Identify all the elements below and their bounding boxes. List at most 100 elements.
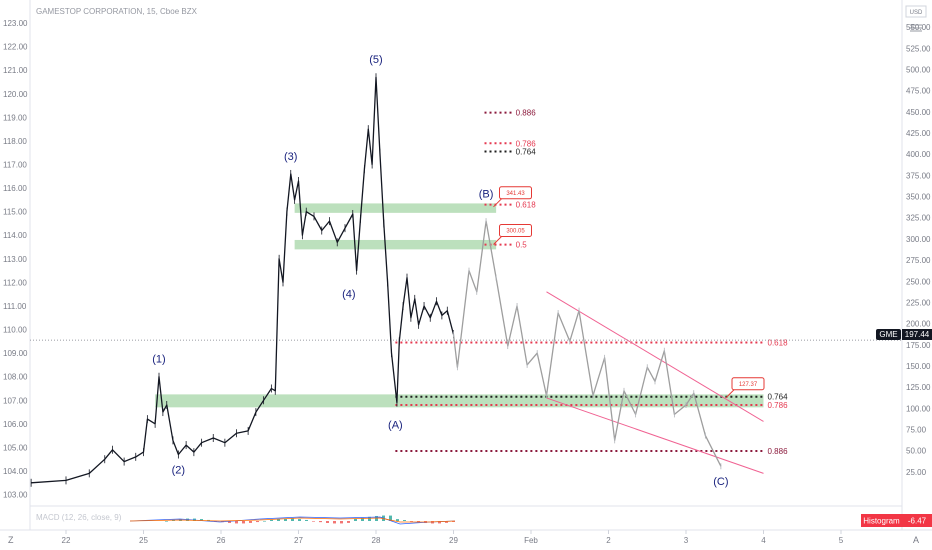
right-tick-label-15: 175.00 bbox=[906, 341, 931, 350]
left-tick-label-2: 121.00 bbox=[3, 66, 28, 75]
right-tick-label-18: 100.00 bbox=[906, 404, 931, 413]
callout-text-1: 300.05 bbox=[506, 229, 525, 235]
fib-label-3: 0.618 bbox=[516, 201, 537, 210]
left-tick-label-6: 117.00 bbox=[3, 161, 27, 170]
channel-line-0 bbox=[546, 291, 764, 422]
callout-box-1 bbox=[499, 224, 532, 238]
currency-label: USD bbox=[910, 10, 923, 16]
left-tick-label-20: 103.00 bbox=[3, 491, 28, 500]
x-tick-label-8: 3 bbox=[684, 536, 689, 545]
macd-bar-5 bbox=[200, 519, 203, 521]
macd-bar-41 bbox=[452, 521, 455, 522]
macd-bar-18 bbox=[291, 518, 294, 521]
x-tick-label-4: 28 bbox=[372, 536, 381, 545]
fib-label-2: 0.764 bbox=[516, 148, 537, 157]
time-axis[interactable]: 22 25 26 27 28 29 Feb 2 3 4 5 bbox=[62, 530, 844, 545]
x-tick-label-0: 22 bbox=[62, 536, 71, 545]
right-tick-label-4: 450.00 bbox=[906, 108, 931, 117]
left-tick-label-15: 108.00 bbox=[3, 373, 28, 382]
macd-bar-10 bbox=[235, 521, 238, 524]
right-tick-label-17: 125.00 bbox=[906, 383, 931, 392]
zoom-icon[interactable]: Z bbox=[8, 535, 14, 545]
left-price-axis[interactable]: 123.00 122.00 121.00 120.00 119.00 118.00 117.… bbox=[3, 19, 28, 499]
macd-bar-20 bbox=[305, 519, 308, 521]
symbol-pill bbox=[876, 329, 901, 340]
elliott-wave-labels: (1) (2) (3) (4) (5) (A) (B) (C) bbox=[152, 54, 728, 488]
fib-label-8: 0.886 bbox=[768, 447, 789, 456]
x-tick-label-6: Feb bbox=[524, 536, 538, 545]
x-tick-label-10: 5 bbox=[839, 536, 844, 545]
chart-title: GAMESTOP CORPORATION, 15, Cboe BZX bbox=[36, 7, 198, 16]
wave-label-1: (2) bbox=[172, 464, 185, 476]
price-callouts: 341.43 300.05 127.37 bbox=[493, 186, 765, 399]
histogram-badge bbox=[861, 514, 902, 527]
macd-title: MACD (12, 26, close, 9) bbox=[36, 513, 122, 522]
macd-bar-25 bbox=[340, 521, 343, 524]
macd-bar-22 bbox=[319, 521, 322, 523]
projection-series bbox=[452, 218, 722, 470]
right-tick-label-11: 275.00 bbox=[906, 256, 931, 265]
macd-bar-12 bbox=[249, 521, 252, 523]
right-tick-label-21: 25.00 bbox=[906, 468, 927, 477]
left-tick-label-19: 104.00 bbox=[3, 467, 28, 476]
left-tick-label-9: 114.00 bbox=[3, 231, 27, 240]
macd-bar-30 bbox=[375, 515, 378, 521]
callout-box-2 bbox=[731, 377, 765, 391]
macd-bar-39 bbox=[438, 521, 441, 524]
right-tick-label-19: 75.00 bbox=[906, 425, 927, 434]
wave-label-7: (C) bbox=[713, 476, 728, 488]
callout-pointer-1 bbox=[493, 236, 502, 245]
right-tick-label-9: 325.00 bbox=[906, 214, 931, 223]
symbol-pill-text: GME bbox=[879, 330, 897, 339]
macd-bar-13 bbox=[256, 521, 259, 523]
macd-bar-34 bbox=[403, 520, 406, 521]
callout-text-0: 341.43 bbox=[506, 191, 525, 197]
fibonacci-levels: 0.8860.7860.7640.6180.50.6180.7640.7860.… bbox=[395, 109, 788, 456]
right-tick-label-3: 475.00 bbox=[906, 87, 931, 96]
callout-pointer-0 bbox=[493, 198, 502, 208]
currency-box[interactable] bbox=[905, 5, 927, 18]
macd-bar-19 bbox=[298, 519, 301, 521]
x-tick-label-9: 4 bbox=[761, 536, 766, 545]
right-tick-label-7: 375.00 bbox=[906, 171, 931, 180]
x-tick-label-1: 25 bbox=[139, 536, 148, 545]
macd-bar-23 bbox=[326, 521, 329, 523]
right-tick-label-5: 425.00 bbox=[906, 129, 931, 138]
auto-scale-icon[interactable]: A bbox=[913, 535, 919, 545]
last-price-text: 197.44 bbox=[905, 330, 930, 339]
left-tick-label-1: 122.00 bbox=[3, 43, 28, 52]
left-tick-label-4: 119.00 bbox=[3, 113, 27, 122]
right-tick-label-14: 200.00 bbox=[906, 320, 931, 329]
right-tick-label-6: 400.00 bbox=[906, 150, 931, 159]
fib-label-1: 0.786 bbox=[516, 139, 537, 148]
fib-label-7: 0.786 bbox=[768, 401, 789, 410]
support-zone-2 bbox=[294, 239, 497, 250]
left-tick-label-10: 113.00 bbox=[3, 255, 27, 264]
x-tick-label-3: 27 bbox=[294, 536, 303, 545]
right-tick-label-2: 500.00 bbox=[906, 66, 931, 75]
macd-bar-26 bbox=[347, 521, 350, 523]
wave-label-0: (1) bbox=[152, 354, 165, 366]
fib-label-5: 0.618 bbox=[768, 339, 789, 348]
wave-label-4: (5) bbox=[369, 54, 382, 66]
macd-bar-17 bbox=[284, 518, 287, 521]
macd-bar-27 bbox=[354, 519, 357, 521]
x-tick-label-5: 29 bbox=[449, 536, 458, 545]
macd-bar-21 bbox=[312, 521, 315, 522]
macd-bar-0 bbox=[165, 521, 168, 522]
callout-box-0 bbox=[499, 186, 532, 200]
macd-bar-16 bbox=[277, 519, 280, 521]
histogram-value-badge bbox=[902, 514, 932, 527]
x-tick-label-7: 2 bbox=[606, 536, 611, 545]
left-tick-label-0: 123.00 bbox=[3, 19, 28, 28]
right-tick-label-10: 300.00 bbox=[906, 235, 931, 244]
macd-bar-29 bbox=[368, 516, 371, 521]
callout-text-2: 127.37 bbox=[739, 382, 758, 388]
fib-label-4: 0.5 bbox=[516, 241, 528, 250]
macd-bar-40 bbox=[445, 521, 448, 523]
histogram-badge-label: Histogram bbox=[863, 517, 900, 526]
right-tick-label-8: 350.00 bbox=[906, 193, 931, 202]
right-tick-label-12: 250.00 bbox=[906, 277, 931, 286]
support-zone-1 bbox=[294, 203, 497, 213]
